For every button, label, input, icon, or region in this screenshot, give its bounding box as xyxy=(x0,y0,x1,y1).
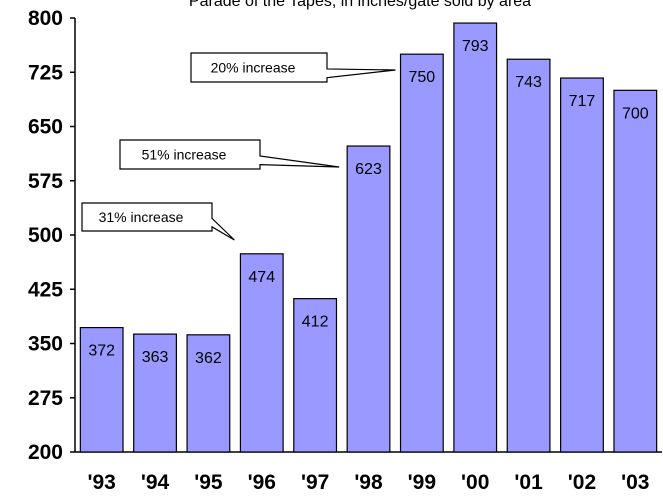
bar xyxy=(613,89,658,453)
callout-label: 20% increase xyxy=(211,60,296,76)
callout-box xyxy=(81,202,235,241)
y-tick-label: 575 xyxy=(28,170,63,193)
bar xyxy=(346,145,391,453)
data-label: 750 xyxy=(409,69,436,86)
data-label: 717 xyxy=(569,93,596,110)
y-tick-label: 350 xyxy=(28,333,63,356)
y-tick-label: 275 xyxy=(28,387,63,410)
data-labels: 372 363 362 474 412 623 750 793 743 717 700 xyxy=(88,38,648,367)
data-label: 363 xyxy=(142,349,169,366)
callout-box xyxy=(190,52,396,83)
x-tick-label: '00 xyxy=(461,471,489,494)
x-tick-label: '99 xyxy=(408,471,436,494)
data-label: 372 xyxy=(88,343,115,360)
annotations: 20% increase 51% increase 31% increase xyxy=(81,52,396,241)
y-tick-label: 500 xyxy=(28,224,63,247)
y-axis-ticks: 200 275 350 425 500 575 650 725 800 xyxy=(28,7,75,464)
bar xyxy=(293,298,338,453)
bar-series xyxy=(79,22,658,453)
chart-title: Parade of the Tapes, in inches/gate sold… xyxy=(189,0,531,10)
data-label: 623 xyxy=(355,161,382,178)
bar xyxy=(79,326,124,453)
data-label: 743 xyxy=(515,74,542,91)
bar xyxy=(239,253,284,453)
x-tick-label: '94 xyxy=(141,471,170,494)
bar xyxy=(506,58,551,453)
x-tick-label: '95 xyxy=(194,471,223,494)
data-label: 700 xyxy=(622,105,649,122)
x-axis-ticks: '93 '94 '95 '96 '97 '98 '99 '00 '01 '02 '03 xyxy=(88,471,650,494)
x-tick-label: '98 xyxy=(354,471,383,494)
y-tick-label: 425 xyxy=(28,278,63,301)
data-label: 412 xyxy=(302,314,329,331)
x-tick-label: '01 xyxy=(514,471,543,494)
bar xyxy=(453,22,498,453)
data-label: 362 xyxy=(195,350,222,367)
callout-box xyxy=(119,139,340,170)
callout-label: 31% increase xyxy=(99,209,184,225)
y-tick-label: 200 xyxy=(28,441,63,464)
data-label: 474 xyxy=(248,269,275,286)
y-tick-label: 650 xyxy=(28,116,63,139)
bar xyxy=(560,77,604,453)
x-tick-label: '96 xyxy=(248,471,276,494)
x-tick-label: '93 xyxy=(88,471,116,494)
x-tick-label: '02 xyxy=(568,471,596,494)
data-label: 793 xyxy=(462,38,489,55)
x-tick-label: '03 xyxy=(621,471,649,494)
bar xyxy=(186,334,231,453)
callout-label: 51% increase xyxy=(142,147,227,163)
x-tick-label: '97 xyxy=(301,471,329,494)
y-tick-label: 800 xyxy=(28,7,63,30)
y-tick-label: 725 xyxy=(28,61,63,84)
bar xyxy=(399,53,444,453)
bar xyxy=(133,333,177,453)
